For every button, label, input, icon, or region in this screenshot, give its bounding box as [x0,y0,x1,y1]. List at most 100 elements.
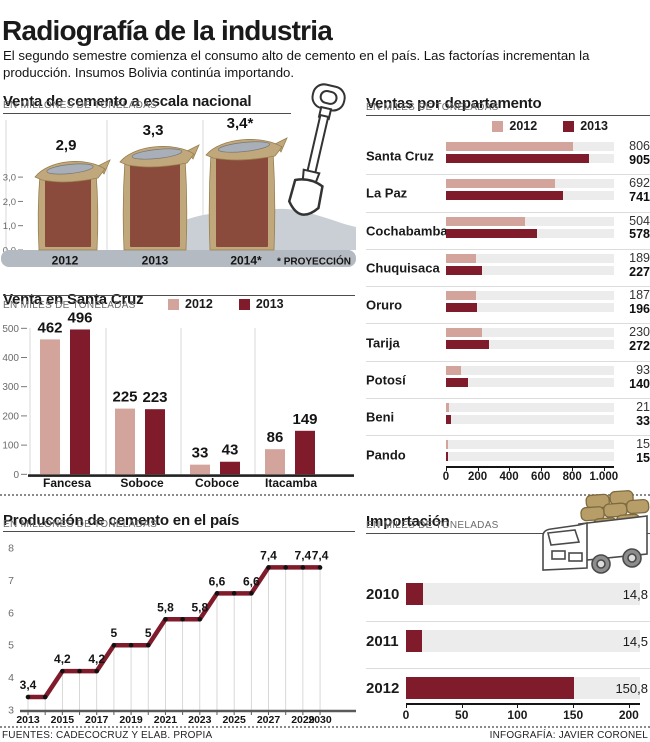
value-2013: 196 [629,301,650,316]
svg-text:300: 300 [2,382,19,393]
legend-swatch-2012 [492,120,504,132]
value-2013: 741 [629,190,650,205]
svg-text:* PROYECCIÓN: * PROYECCIÓN [277,255,351,268]
bar-2013 [446,377,469,387]
svg-text:2,0: 2,0 [3,197,16,208]
import-value: 150,8 [615,681,648,696]
svg-text:2025: 2025 [222,714,246,726]
value-2013: 272 [629,339,650,354]
svg-text:Coboce: Coboce [195,476,239,490]
bar-2013 [145,409,165,475]
cement-bag-icon [119,144,200,251]
unit-label: EN MILLONES DE TONELADAS [3,100,158,111]
import-year-label: 2011 [366,633,399,650]
bar-track [446,403,614,413]
bar-2012 [190,464,210,475]
svg-text:6,6: 6,6 [243,574,260,588]
svg-text:4,2: 4,2 [54,652,71,666]
legend-item-2013: 2013 [563,119,608,133]
value-2012: 189 [629,250,650,265]
axis-tick-label: 1.000 [589,471,619,483]
value-2012: 230 [629,325,650,340]
value-2013: 905 [629,152,650,167]
dept-label: Pando [366,447,406,463]
bar-2012 [40,339,60,475]
svg-text:3,4*: 3,4* [227,115,254,132]
svg-text:5: 5 [145,626,152,640]
santa-cruz-chart: 0 100 200 300 400 500 462 496 Fancesa 225 223 Soboc… [2,309,354,490]
legend-swatch-2013 [563,120,575,132]
dept-label: Chuquisaca [366,260,440,276]
dept-row: Cochabamba 504 578 [366,213,650,250]
dept-values: 230 272 [629,326,650,354]
import-bar [406,677,574,699]
dept-label: La Paz [366,185,408,201]
bar-2013 [446,452,449,462]
bar-track [446,179,614,189]
svg-text:0: 0 [13,470,19,481]
bar-track [446,340,614,350]
shovel-icon [287,83,346,216]
svg-text:2015: 2015 [51,714,75,726]
bar-track [406,583,640,605]
section-title: Importación [366,513,450,531]
svg-text:3,3: 3,3 [143,122,164,139]
step-line [28,565,321,700]
value-2012: 93 [636,362,650,377]
bar-2013 [70,329,90,475]
value-2012: 692 [629,176,650,191]
bar-track [446,228,614,238]
legend-label: 2013 [255,297,284,311]
bar-2012 [446,179,556,189]
import-bar [406,583,423,605]
dept-row: Oruro 187 196 [366,287,650,325]
page-title: Radiografía de la industria [2,14,333,46]
axis-tick-label: 200 [618,708,639,722]
dept-bars [446,216,614,241]
unit-label: EN MILES DE TONELADAS [366,520,499,531]
unit-label: EN MILLONES DE TONELADAS [3,519,158,530]
unit-label: EN MILES DE TONELADAS [366,102,499,113]
axis-tick-label: 800 [562,471,582,483]
bar-2013 [446,265,482,275]
svg-text:225: 225 [112,389,137,406]
dept-values: 93 140 [629,362,650,392]
svg-text:6,6: 6,6 [209,574,226,588]
svg-text:223: 223 [142,389,167,406]
truck-icon [542,490,650,574]
infographic-credit: INFOGRAFÍA: JAVIER CORONEL [489,730,648,741]
import-year-label: 2010 [366,586,400,603]
bar-2012 [446,440,449,450]
bar-2013 [295,430,315,475]
dept-row: Chuquisaca 189 227 [366,250,650,288]
axis-tick-label: 400 [499,471,519,483]
bar-track [446,265,614,275]
svg-text:200: 200 [2,411,19,422]
svg-text:Soboce: Soboce [120,476,164,490]
axis-tick-label: 0 [442,471,450,483]
dept-label: Tarija [366,335,400,351]
dept-row: Santa Cruz 806 905 [366,138,650,176]
legend-item-2013: 2013 [238,297,284,311]
legend-label: 2012 [509,119,538,133]
axis-tick [509,468,511,471]
bar-track [446,142,614,151]
svg-text:2030: 2030 [308,714,332,726]
legend-label: 2013 [580,119,608,133]
svg-text:3,4: 3,4 [20,678,37,692]
value-2012: 504 [629,213,650,228]
svg-text:2017: 2017 [85,714,109,726]
value-2012: 21 [636,400,650,415]
bar-track [446,154,614,163]
axis-tick [477,468,479,471]
svg-text:3: 3 [8,705,14,717]
bar-2013 [446,191,563,201]
value-2013: 227 [629,264,650,279]
legend-label: 2012 [185,297,213,311]
svg-text:2012: 2012 [52,254,79,268]
bar-2013 [446,228,538,238]
svg-text:2,9: 2,9 [56,137,77,154]
bar-track [446,365,614,375]
svg-text:7,4: 7,4 [260,548,277,562]
dept-bars [446,365,614,390]
